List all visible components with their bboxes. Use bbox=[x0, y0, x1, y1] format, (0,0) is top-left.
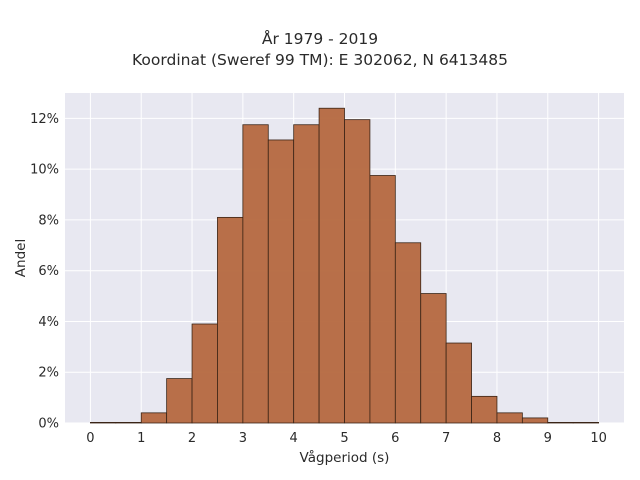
histogram-bar bbox=[293, 124, 320, 424]
histogram-bar bbox=[140, 412, 168, 424]
x-tick-label: 0 bbox=[86, 431, 94, 446]
x-axis-ticks: 0 1 2 3 4 5 6 7 8 9 10 bbox=[86, 431, 607, 446]
histogram-bar bbox=[191, 323, 218, 424]
histogram-bar bbox=[420, 293, 447, 424]
y-tick-label: 0% bbox=[38, 417, 59, 432]
y-axis-label: Andel bbox=[13, 239, 29, 277]
histogram-bar bbox=[242, 124, 269, 424]
x-tick-label: 7 bbox=[442, 431, 450, 446]
histogram-bar bbox=[90, 421, 117, 424]
histogram-bar bbox=[369, 175, 396, 424]
x-tick-label: 1 bbox=[137, 431, 145, 446]
x-tick-label: 9 bbox=[544, 431, 552, 446]
y-axis-ticks: 0% 2% 4% 6% 8% 10% 12% bbox=[30, 112, 59, 432]
histogram-bar bbox=[496, 412, 523, 424]
histogram-bar bbox=[521, 417, 549, 424]
histogram-bar bbox=[471, 395, 498, 424]
histogram-bar bbox=[166, 378, 193, 424]
histogram-bar bbox=[217, 216, 244, 424]
chart-title: År 1979 - 2019 bbox=[261, 30, 379, 48]
y-tick-label: 6% bbox=[38, 264, 59, 279]
x-tick-label: 6 bbox=[391, 431, 399, 446]
histogram-bar bbox=[445, 342, 472, 424]
histogram-bar bbox=[547, 421, 574, 424]
x-tick-label: 2 bbox=[188, 431, 196, 446]
x-tick-label: 10 bbox=[590, 431, 607, 446]
y-tick-label: 12% bbox=[30, 112, 59, 127]
histogram-bar bbox=[572, 421, 599, 424]
x-tick-label: 3 bbox=[239, 431, 247, 446]
chart-subtitle: Koordinat (Sweref 99 TM): E 302062, N 64… bbox=[132, 51, 508, 69]
x-tick-label: 4 bbox=[290, 431, 298, 446]
x-tick-label: 5 bbox=[340, 431, 348, 446]
y-tick-label: 2% bbox=[38, 366, 59, 381]
x-axis-label: Vågperiod (s) bbox=[300, 449, 390, 466]
histogram-bar bbox=[115, 421, 142, 424]
histogram-bars bbox=[90, 107, 599, 424]
y-tick-label: 8% bbox=[38, 213, 59, 228]
histogram-bar bbox=[344, 119, 371, 424]
histogram-bar bbox=[394, 242, 422, 424]
x-tick-label: 8 bbox=[493, 431, 501, 446]
histogram-bar bbox=[267, 139, 295, 424]
histogram-bar bbox=[318, 107, 345, 424]
y-tick-label: 4% bbox=[38, 315, 59, 330]
y-tick-label: 10% bbox=[30, 163, 59, 178]
